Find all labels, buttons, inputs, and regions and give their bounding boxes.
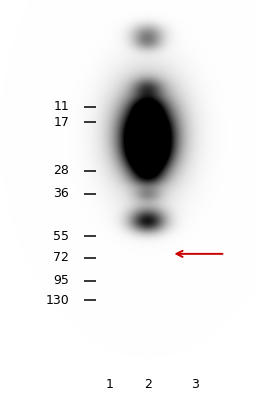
Text: 72: 72 <box>53 251 69 264</box>
Text: 1: 1 <box>106 378 114 391</box>
Text: 11: 11 <box>53 100 69 113</box>
Text: 3: 3 <box>191 378 198 391</box>
Text: 130: 130 <box>45 294 69 307</box>
Text: 2: 2 <box>145 378 152 391</box>
Text: 95: 95 <box>53 274 69 288</box>
Text: 55: 55 <box>53 230 69 243</box>
Text: 28: 28 <box>53 164 69 177</box>
Text: 36: 36 <box>53 187 69 200</box>
Text: 17: 17 <box>53 116 69 129</box>
